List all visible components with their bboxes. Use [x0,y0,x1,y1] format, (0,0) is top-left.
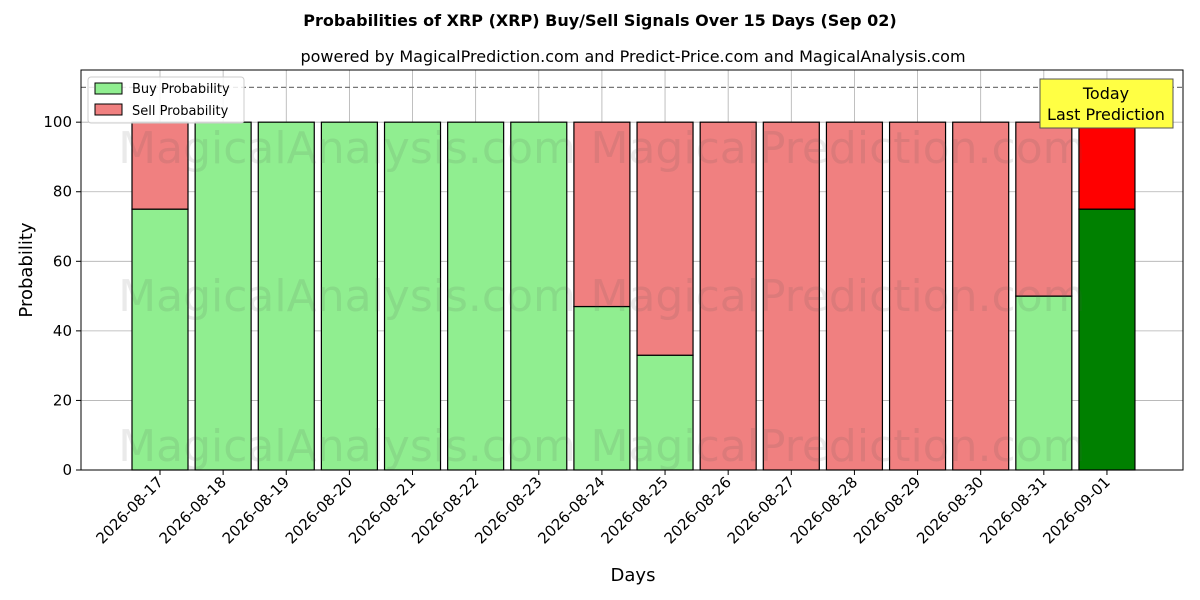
bar-sell [952,121,1010,471]
bar-sell [888,121,947,471]
bar-sell [1078,121,1136,210]
bar-buy [257,121,315,471]
bar-buy [447,121,505,471]
x-tick-label: 2026-08-17 [92,473,166,547]
today-annotation-line1: Today [1082,84,1129,103]
legend-swatch-sell [94,103,123,116]
x-tick-label: 2026-08-30 [913,473,987,547]
bar-sell [636,121,694,356]
watermark-text: MagicalAnalysis.com [118,271,576,322]
x-axis-label: Days [611,565,656,586]
watermark-text: MagicalPrediction.com [591,271,1086,322]
x-tick-label: 2026-08-29 [850,473,924,547]
legend: Buy Probability Sell Probability [87,76,245,124]
legend-box [87,76,245,124]
today-annotation-line2: Last Prediction [1047,105,1165,124]
watermark-text: MagicalPrediction.com [591,421,1086,472]
x-tick-label: 2026-08-31 [976,473,1050,547]
y-tick-label: 20 [53,391,72,409]
today-annotation: Today Last Prediction [1039,78,1174,129]
x-tick-label: 2026-08-18 [156,473,230,547]
bar-sell [573,121,631,308]
watermarks: MagicalAnalysis.com MagicalPrediction.com… [118,123,1085,472]
x-tick-label: 2026-08-27 [724,473,798,547]
bar-sell [825,121,884,471]
bar-buy [1078,208,1136,471]
y-tick-label: 100 [43,113,72,131]
x-tick-label: 2026-08-19 [219,473,293,547]
watermark-text: MagicalPrediction.com [591,123,1086,174]
y-tick-label: 0 [62,461,72,479]
watermark-text: MagicalAnalysis.com [118,123,576,174]
x-tick-label: 2026-08-26 [661,473,735,547]
chart-subtitle: powered by MagicalPrediction.com and Pre… [300,47,965,66]
bar-sell [762,121,820,471]
bar-buy [383,121,442,471]
x-tick-label: 2026-08-25 [597,473,671,547]
x-tick-label: 2026-08-24 [534,473,608,547]
chart-title: Probabilities of XRP (XRP) Buy/Sell Sign… [303,11,896,30]
watermark-text: MagicalAnalysis.com [118,421,576,472]
y-axis-label: Probability [16,222,37,317]
y-tick-label: 80 [53,183,72,201]
bar-sell [699,121,757,471]
x-tick-label: 2026-08-23 [471,473,545,547]
x-tick-label: 2026-09-01 [1039,473,1113,547]
bar-sell [1015,121,1073,297]
bar-buy [636,354,694,471]
x-tick-label: 2026-08-20 [282,473,356,547]
bar-buy [320,121,378,471]
legend-label-buy: Buy Probability [132,82,230,97]
x-tick-label: 2026-08-21 [345,473,419,547]
bar-buy [510,121,568,471]
legend-swatch-buy [94,82,123,95]
bar-buy [573,305,631,471]
x-tick-label: 2026-08-22 [408,473,482,547]
x-tick-label: 2026-08-28 [787,473,861,547]
bar-buy [194,121,252,471]
bar-sell [131,121,189,210]
y-tick-label: 60 [53,252,72,270]
y-tick-label: 40 [53,322,72,340]
today-annotation-box [1039,78,1174,129]
bars [131,121,1136,471]
legend-label-sell: Sell Probability [132,104,229,119]
plot-frame [80,69,1184,471]
bar-buy [1015,295,1073,471]
